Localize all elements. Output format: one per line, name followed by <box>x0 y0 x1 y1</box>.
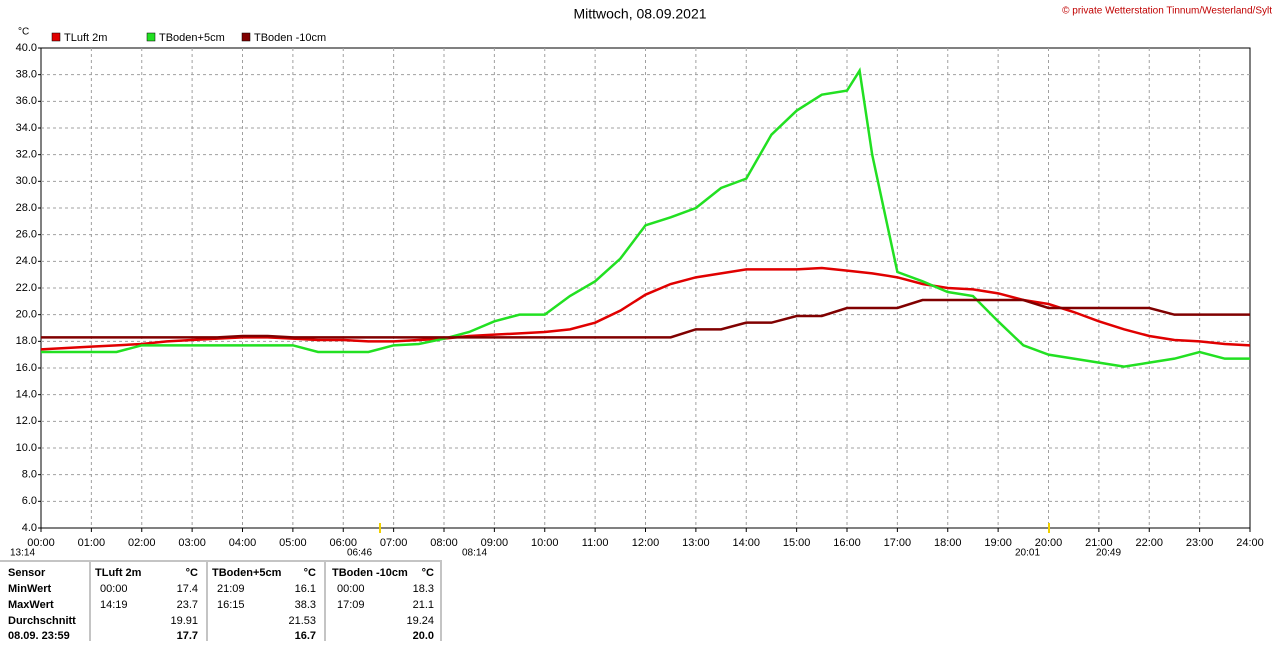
y-tick-label: 20.0 <box>16 309 37 321</box>
y-unit: °C <box>18 27 29 38</box>
x-tick-label: 14:00 <box>732 537 760 549</box>
table-cell: 19.24 <box>406 615 434 627</box>
y-tick-label: 40.0 <box>16 42 37 54</box>
time-label: 20:01 <box>1015 548 1040 559</box>
x-tick-label: 19:00 <box>984 537 1012 549</box>
y-tick-label: 18.0 <box>16 335 37 347</box>
table-cell: 08.09. 23:59 <box>8 630 70 641</box>
x-tick-label: 13:00 <box>682 537 710 549</box>
x-tick-label: 11:00 <box>582 537 609 549</box>
table-cell: MinWert <box>8 583 52 595</box>
table-cell: 00:00 <box>100 583 128 595</box>
table-header: TBoden -10cm <box>332 567 408 579</box>
y-tick-label: 10.0 <box>16 442 37 454</box>
table-cell: Durchschnitt <box>8 615 76 627</box>
y-tick-label: 8.0 <box>22 469 37 481</box>
x-tick-label: 03:00 <box>178 537 206 549</box>
legend-label: TLuft 2m <box>64 32 107 44</box>
y-tick-label: 38.0 <box>16 69 37 81</box>
time-label: 06:46 <box>347 548 372 559</box>
legend-swatch <box>146 32 156 42</box>
y-tick-label: 24.0 <box>16 255 37 267</box>
legend-label: TBoden+5cm <box>159 32 225 44</box>
legend-swatch <box>51 32 61 42</box>
y-tick-label: 16.0 <box>16 362 37 374</box>
time-label: 08:14 <box>462 548 487 559</box>
time-label: 13:14 <box>10 548 35 559</box>
copyright: © private Wetterstation Tinnum/Westerlan… <box>1062 6 1272 17</box>
y-tick-label: 32.0 <box>16 149 37 161</box>
x-tick-label: 10:00 <box>531 537 559 549</box>
table-cell: 20.0 <box>413 630 434 641</box>
table-header: °C <box>186 567 198 579</box>
table-cell: MaxWert <box>8 599 54 611</box>
x-tick-label: 16:00 <box>833 537 861 549</box>
y-tick-label: 4.0 <box>22 522 37 534</box>
table-cell: 21.1 <box>413 599 434 611</box>
series-line <box>41 298 1250 339</box>
x-tick-label: 15:00 <box>783 537 811 549</box>
table-header: °C <box>304 567 316 579</box>
table-header: TBoden+5cm <box>212 567 282 579</box>
table-cell: 18.3 <box>413 583 434 595</box>
table-cell: 14:19 <box>100 599 128 611</box>
x-tick-label: 12:00 <box>632 537 660 549</box>
x-tick-label: 17:00 <box>884 537 912 549</box>
table-cell: 00:00 <box>337 583 365 595</box>
x-tick-label: 23:00 <box>1186 537 1214 549</box>
table-cell: 16.7 <box>295 630 316 641</box>
table-cell: 38.3 <box>295 599 316 611</box>
x-tick-label: 07:00 <box>380 537 408 549</box>
table-cell: 17.4 <box>177 583 198 595</box>
y-tick-label: 30.0 <box>16 175 37 187</box>
table-cell: 19.91 <box>170 615 198 627</box>
table-cell: 17.7 <box>177 630 198 641</box>
table-header: TLuft 2m <box>95 567 142 579</box>
table-cell: 16:15 <box>217 599 245 611</box>
series-line <box>41 67 1250 368</box>
y-tick-label: 6.0 <box>22 495 37 507</box>
y-tick-label: 14.0 <box>16 389 37 401</box>
x-tick-label: 08:00 <box>430 537 458 549</box>
time-label: 20:49 <box>1096 548 1121 559</box>
x-tick-label: 02:00 <box>128 537 156 549</box>
y-tick-label: 26.0 <box>16 229 37 241</box>
y-tick-label: 34.0 <box>16 122 37 134</box>
y-tick-label: 36.0 <box>16 95 37 107</box>
y-tick-label: 22.0 <box>16 282 37 294</box>
legend-swatch <box>241 32 251 42</box>
table-cell: 17:09 <box>337 599 365 611</box>
x-tick-label: 01:00 <box>78 537 106 549</box>
legend-label: TBoden -10cm <box>254 32 326 44</box>
x-tick-label: 18:00 <box>934 537 962 549</box>
stats-table: Sensor TLuft 2m °C TBoden+5cm °C TBoden -10cm… <box>8 562 442 642</box>
table-cell: 23.7 <box>177 599 198 611</box>
x-tick-label: 09:00 <box>481 537 509 549</box>
table-header: Sensor <box>8 567 46 579</box>
x-tick-label: 05:00 <box>279 537 307 549</box>
x-tick-label: 20:00 <box>1035 537 1063 549</box>
y-tick-label: 28.0 <box>16 202 37 214</box>
x-tick-label: 04:00 <box>229 537 257 549</box>
x-tick-label: 22:00 <box>1135 537 1163 549</box>
series-line <box>40 266 1251 351</box>
x-tick-label: 06:00 <box>329 537 357 549</box>
x-tick-label: 00:00 <box>27 537 55 549</box>
table-cell: 21.53 <box>288 615 316 627</box>
table-cell: 16.1 <box>295 583 316 595</box>
x-tick-label: 24:00 <box>1236 537 1264 549</box>
chart-title: Mittwoch, 08.09.2021 <box>573 6 706 22</box>
y-tick-label: 12.0 <box>16 415 37 427</box>
x-tick-label: 21:00 <box>1085 537 1113 549</box>
table-header: °C <box>422 567 434 579</box>
table-cell: 21:09 <box>217 583 245 595</box>
